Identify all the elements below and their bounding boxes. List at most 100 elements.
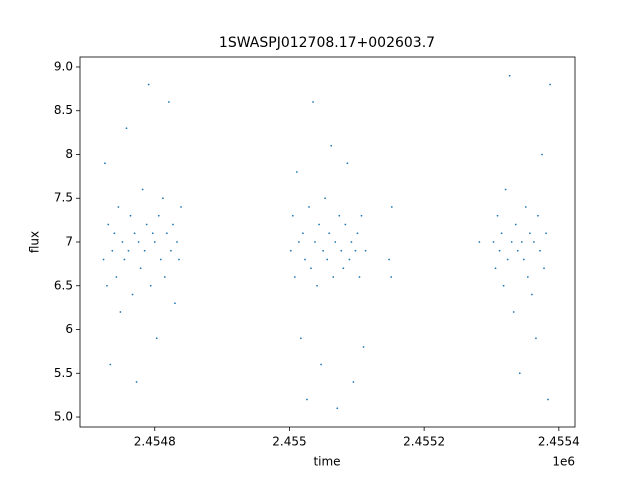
data-point <box>358 276 361 278</box>
data-point <box>360 214 363 217</box>
y-tick-label: 7 <box>65 235 73 249</box>
y-tick-label: 6.5 <box>54 278 73 292</box>
data-point <box>137 241 140 243</box>
data-point <box>541 153 543 156</box>
data-point <box>535 337 537 340</box>
x-tick-label: 2.4552 <box>403 435 445 449</box>
data-point <box>524 206 527 208</box>
data-point <box>147 83 150 86</box>
data-point <box>157 214 160 217</box>
data-point <box>508 74 511 77</box>
data-point <box>340 249 343 252</box>
data-point <box>310 267 312 270</box>
data-point <box>522 258 525 261</box>
data-point <box>478 241 481 243</box>
data-point <box>102 258 105 261</box>
y-tick-label: 5.0 <box>54 410 73 424</box>
data-point <box>297 241 300 243</box>
data-point <box>322 249 325 252</box>
data-point <box>180 206 182 208</box>
data-point <box>324 197 327 200</box>
data-point <box>336 407 339 410</box>
data-point <box>348 258 351 261</box>
data-point <box>123 258 126 261</box>
data-point <box>109 363 112 366</box>
data-point <box>326 258 329 261</box>
data-point <box>516 249 519 252</box>
y-tick-label: 9.0 <box>54 59 73 73</box>
data-point <box>330 144 333 147</box>
data-point <box>504 188 507 191</box>
data-point <box>502 284 505 287</box>
data-point <box>302 232 304 235</box>
x-tick-label: 2.455 <box>272 435 306 449</box>
data-point <box>119 311 122 313</box>
data-point <box>155 337 158 340</box>
data-point <box>520 241 523 243</box>
data-point <box>113 232 116 235</box>
data-point <box>390 206 393 208</box>
data-point <box>125 127 128 130</box>
data-point <box>176 241 178 243</box>
data-point <box>506 258 509 261</box>
data-point <box>151 232 154 235</box>
data-point <box>121 241 124 243</box>
data-point <box>338 214 341 217</box>
y-axis-label: flux <box>28 231 42 253</box>
data-point <box>111 249 114 252</box>
x-tick-label: 2.4554 <box>538 435 580 449</box>
data-point <box>346 162 349 165</box>
data-point <box>514 223 517 226</box>
data-point <box>539 249 541 252</box>
data-point <box>352 381 355 383</box>
data-point <box>316 284 318 287</box>
data-point <box>129 214 132 217</box>
data-point <box>308 206 310 208</box>
data-point <box>547 398 549 401</box>
data-point <box>107 223 110 226</box>
data-point <box>133 232 136 235</box>
y-tick-label: 6 <box>65 322 73 336</box>
data-point <box>512 311 515 313</box>
data-point <box>295 171 298 173</box>
data-point <box>334 241 337 243</box>
data-point <box>545 232 547 235</box>
data-point <box>304 258 306 261</box>
data-point <box>526 276 529 278</box>
data-point <box>178 258 180 261</box>
data-point <box>139 267 142 270</box>
data-point <box>143 249 146 252</box>
data-point <box>127 249 130 252</box>
data-point <box>518 372 521 375</box>
data-point <box>492 241 495 243</box>
data-point <box>332 276 335 278</box>
data-point <box>172 223 174 226</box>
x-axis-label: time <box>313 455 340 469</box>
data-point <box>388 258 391 261</box>
data-point <box>362 346 365 348</box>
x-offset-label: 1e6 <box>552 455 575 469</box>
data-point <box>496 214 499 217</box>
data-point <box>328 232 331 235</box>
chart-title: 1SWASPJ012708.17+002603.7 <box>219 35 435 51</box>
data-point <box>356 232 359 235</box>
data-point <box>500 232 503 235</box>
data-point <box>312 101 314 103</box>
data-point <box>291 214 294 217</box>
data-point <box>344 223 347 226</box>
data-point <box>161 197 164 200</box>
data-point <box>306 398 308 401</box>
y-tick-label: 8.5 <box>54 103 73 117</box>
data-point <box>165 232 168 235</box>
data-point <box>293 276 296 278</box>
data-point <box>131 293 134 296</box>
data-point <box>141 188 144 191</box>
plot-frame <box>79 56 576 428</box>
data-point <box>299 337 302 340</box>
data-point <box>364 249 367 252</box>
data-point <box>104 162 106 165</box>
data-point <box>174 302 176 305</box>
data-point <box>289 249 292 252</box>
data-point <box>498 249 501 252</box>
